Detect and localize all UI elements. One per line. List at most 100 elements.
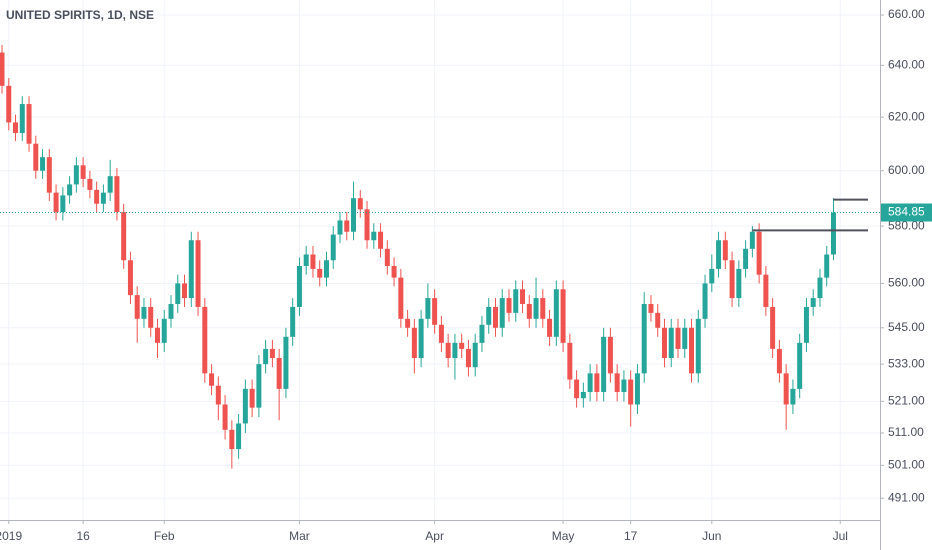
candle-body xyxy=(87,178,93,190)
candle-body xyxy=(405,318,411,328)
y-tick-label: 640.00 xyxy=(888,57,925,71)
candle-body xyxy=(107,176,113,193)
candle-body xyxy=(188,240,194,299)
candle-body xyxy=(242,388,248,424)
candle-body xyxy=(296,266,302,307)
candle-body xyxy=(661,327,667,359)
candle-body xyxy=(351,198,357,232)
candle-body xyxy=(269,348,275,359)
candle-body xyxy=(283,336,289,389)
candle-body xyxy=(513,289,519,313)
y-tick-label: 580.00 xyxy=(888,218,925,232)
candle-body xyxy=(790,388,796,405)
candle-body xyxy=(6,85,12,123)
candle-body xyxy=(154,327,160,343)
candle-body xyxy=(127,260,133,296)
candle-body xyxy=(689,327,695,374)
x-tick-label: Mar xyxy=(289,529,310,543)
candle-body xyxy=(0,52,5,86)
candle-body xyxy=(594,373,600,392)
candle-body xyxy=(73,165,79,185)
y-tick-label: 521.00 xyxy=(888,394,925,408)
candle-body xyxy=(323,260,329,278)
candle-body xyxy=(756,231,762,275)
candle-body xyxy=(168,303,174,319)
candle-body xyxy=(479,324,485,343)
candle-body xyxy=(249,388,255,408)
candle-body xyxy=(236,423,242,450)
candle-body xyxy=(749,231,755,249)
candle-body xyxy=(607,336,613,374)
candle-body xyxy=(94,189,100,204)
candle-body xyxy=(290,306,296,337)
candle-body xyxy=(384,248,390,267)
grid xyxy=(0,0,880,520)
candle-body xyxy=(13,122,19,134)
y-tick-label: 491.00 xyxy=(888,490,925,504)
candle-body xyxy=(824,254,830,278)
x-tick-label: 17 xyxy=(624,529,638,543)
candle-body xyxy=(729,260,735,299)
candle-body xyxy=(46,157,52,193)
candle-body xyxy=(675,327,681,349)
candle-body xyxy=(80,165,86,179)
x-tick-label: May xyxy=(552,529,575,543)
candle-body xyxy=(26,104,32,144)
candle-body xyxy=(580,391,586,399)
candle-body xyxy=(276,358,282,389)
candle-body xyxy=(364,209,370,241)
candle-body xyxy=(472,342,478,368)
candle-body xyxy=(797,342,803,389)
candle-body xyxy=(695,318,701,374)
candle-body xyxy=(53,192,59,213)
candle-body xyxy=(438,324,444,343)
candle-body xyxy=(709,268,715,284)
candle-body xyxy=(655,312,661,328)
x-tick-label: 2019 xyxy=(0,529,22,543)
candle-body xyxy=(776,348,782,374)
candle-body xyxy=(533,298,539,319)
candle-body xyxy=(391,266,397,278)
candle-body xyxy=(40,157,46,171)
candle-body xyxy=(648,303,654,313)
candle-body xyxy=(716,240,722,269)
y-tick-label: 501.00 xyxy=(888,457,925,471)
candle-body xyxy=(209,373,215,386)
candle-body xyxy=(492,306,498,328)
candle-body xyxy=(121,212,127,261)
candle-body xyxy=(371,231,377,241)
last-price-box xyxy=(881,203,932,222)
x-tick-label: Jul xyxy=(833,529,848,543)
candle-body xyxy=(520,289,526,304)
axes: 660.00 640.00 620.00 600.00 580.00 560.00 545.… xyxy=(0,7,932,543)
candle-body xyxy=(743,248,749,269)
candle-body xyxy=(195,240,201,307)
last-price-label: 584.85 xyxy=(888,205,925,219)
candle-body xyxy=(736,268,742,299)
candle-body xyxy=(574,379,580,399)
candle-body xyxy=(540,298,546,319)
candle-body xyxy=(560,289,566,343)
y-tick-label: 660.00 xyxy=(888,7,925,21)
candle-body xyxy=(452,342,458,359)
y-tick-label: 511.00 xyxy=(888,425,924,439)
candle-body xyxy=(459,342,465,349)
y-tick-label: 600.00 xyxy=(888,163,925,177)
candle-body xyxy=(317,268,323,278)
candle-body xyxy=(567,342,573,380)
candle-body xyxy=(19,104,25,134)
candle-body xyxy=(411,327,417,359)
candle-body xyxy=(202,306,208,374)
candle-body xyxy=(722,240,728,261)
candle-body xyxy=(100,192,106,204)
candle-body xyxy=(601,336,607,392)
candle-body xyxy=(770,306,776,349)
candle-body xyxy=(634,373,640,405)
candle-body xyxy=(134,295,140,319)
candle-body xyxy=(182,283,188,299)
candle-body xyxy=(398,277,404,319)
y-tick-label: 560.00 xyxy=(888,276,925,290)
candle-body xyxy=(175,283,181,304)
